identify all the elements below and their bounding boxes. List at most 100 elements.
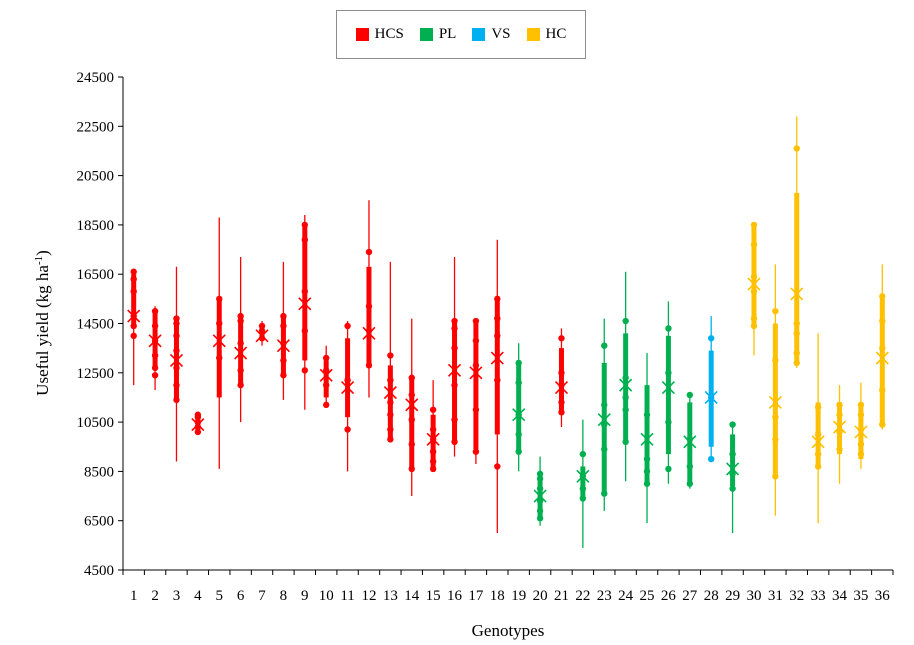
box — [879, 298, 885, 425]
x-tick-label: 10 — [319, 588, 334, 604]
data-point — [622, 317, 629, 325]
data-point — [686, 463, 694, 470]
data-point — [429, 406, 437, 413]
plot-area — [127, 116, 889, 548]
genotype-26 — [661, 301, 675, 484]
x-tick-label: 14 — [404, 588, 420, 604]
data-point — [258, 322, 266, 330]
data-point — [322, 354, 330, 362]
mean-marker — [255, 329, 269, 343]
data-point — [173, 315, 180, 322]
data-point — [322, 381, 330, 389]
data-point — [536, 507, 544, 515]
box — [173, 318, 179, 400]
data-point — [151, 372, 159, 379]
data-point — [579, 495, 587, 502]
data-point — [451, 416, 458, 423]
data-point — [344, 322, 351, 330]
data-point — [558, 409, 565, 416]
data-point — [173, 347, 180, 354]
box — [623, 333, 629, 442]
data-point — [387, 426, 394, 433]
mean-marker — [875, 351, 889, 365]
data-point — [237, 367, 244, 374]
genotype-1 — [127, 268, 141, 386]
mean-marker — [234, 346, 248, 360]
y-axis-ticks: 4500 6500 8500 10500 12500 14500 16500 18500 205… — [77, 70, 123, 579]
genotype-16 — [447, 256, 462, 457]
data-point — [879, 344, 886, 352]
genotype-7 — [255, 321, 269, 346]
genotype-27 — [683, 391, 697, 489]
x-axis: 1 2 3 4 5 6 7 8 9 10 11 12 13 14 15 16 17 18 19 20 21 22 23 24 2… — [122, 570, 894, 604]
data-point — [643, 455, 651, 463]
data-point — [387, 411, 394, 418]
y-tick-label: 22500 — [77, 119, 115, 135]
data-point — [365, 362, 373, 369]
data-point — [429, 458, 437, 465]
x-tick-label: 4 — [194, 588, 202, 604]
data-point — [151, 322, 159, 330]
data-point — [622, 374, 629, 381]
x-tick-label: 28 — [704, 588, 719, 604]
data-point — [772, 307, 779, 315]
data-point — [622, 394, 629, 401]
y-tick-label: 6500 — [84, 514, 114, 530]
genotype-14 — [405, 318, 419, 497]
x-tick-label: 17 — [468, 588, 484, 604]
data-point — [750, 322, 758, 330]
mean-marker — [276, 339, 290, 353]
data-point — [494, 332, 501, 340]
data-point — [408, 465, 415, 473]
genotype-19 — [512, 343, 526, 472]
data-point — [301, 288, 309, 295]
data-point — [451, 344, 458, 352]
data-point — [173, 381, 180, 389]
data-point — [814, 450, 822, 458]
data-point — [793, 320, 800, 327]
data-point — [515, 379, 522, 386]
x-tick-label: 1 — [130, 588, 138, 604]
legend-item-vs: VS — [472, 26, 511, 43]
data-point — [365, 248, 373, 256]
genotype-20 — [533, 456, 547, 526]
data-point — [280, 322, 287, 330]
x-tick-label: 23 — [597, 588, 612, 604]
y-tick-label: 20500 — [77, 169, 115, 185]
data-point — [301, 221, 309, 229]
genotype-8 — [276, 261, 290, 400]
legend-label-vs: VS — [491, 26, 511, 42]
box — [730, 434, 736, 487]
legend-item-hcs: HCS — [355, 26, 404, 43]
box — [409, 377, 415, 469]
data-point — [301, 327, 309, 335]
mean-marker — [640, 432, 654, 446]
y-axis-title: Useful yield (kg ha-1) — [33, 250, 52, 396]
y-tick-label: 24500 — [77, 70, 115, 86]
mean-marker — [148, 334, 162, 348]
data-point — [451, 381, 458, 389]
mean-marker — [726, 462, 740, 476]
x-tick-label: 9 — [301, 588, 309, 604]
mean-marker — [319, 368, 333, 382]
data-point — [151, 364, 159, 372]
genotype-31 — [768, 264, 782, 516]
data-point — [173, 396, 180, 404]
genotype-32 — [790, 116, 804, 368]
data-point — [579, 450, 587, 458]
mean-marker — [405, 398, 419, 412]
x-tick-label: 19 — [511, 588, 526, 604]
data-point — [729, 421, 736, 428]
box — [794, 192, 800, 363]
legend: HCS PL VS HC — [336, 10, 586, 59]
data-point — [601, 342, 608, 349]
x-tick-label: 30 — [746, 588, 761, 604]
data-point — [301, 367, 309, 374]
data-point — [814, 404, 822, 411]
mean-marker — [854, 425, 868, 439]
data-point — [536, 470, 544, 478]
data-point — [451, 325, 458, 332]
genotype-25 — [640, 353, 654, 524]
box — [473, 321, 479, 450]
